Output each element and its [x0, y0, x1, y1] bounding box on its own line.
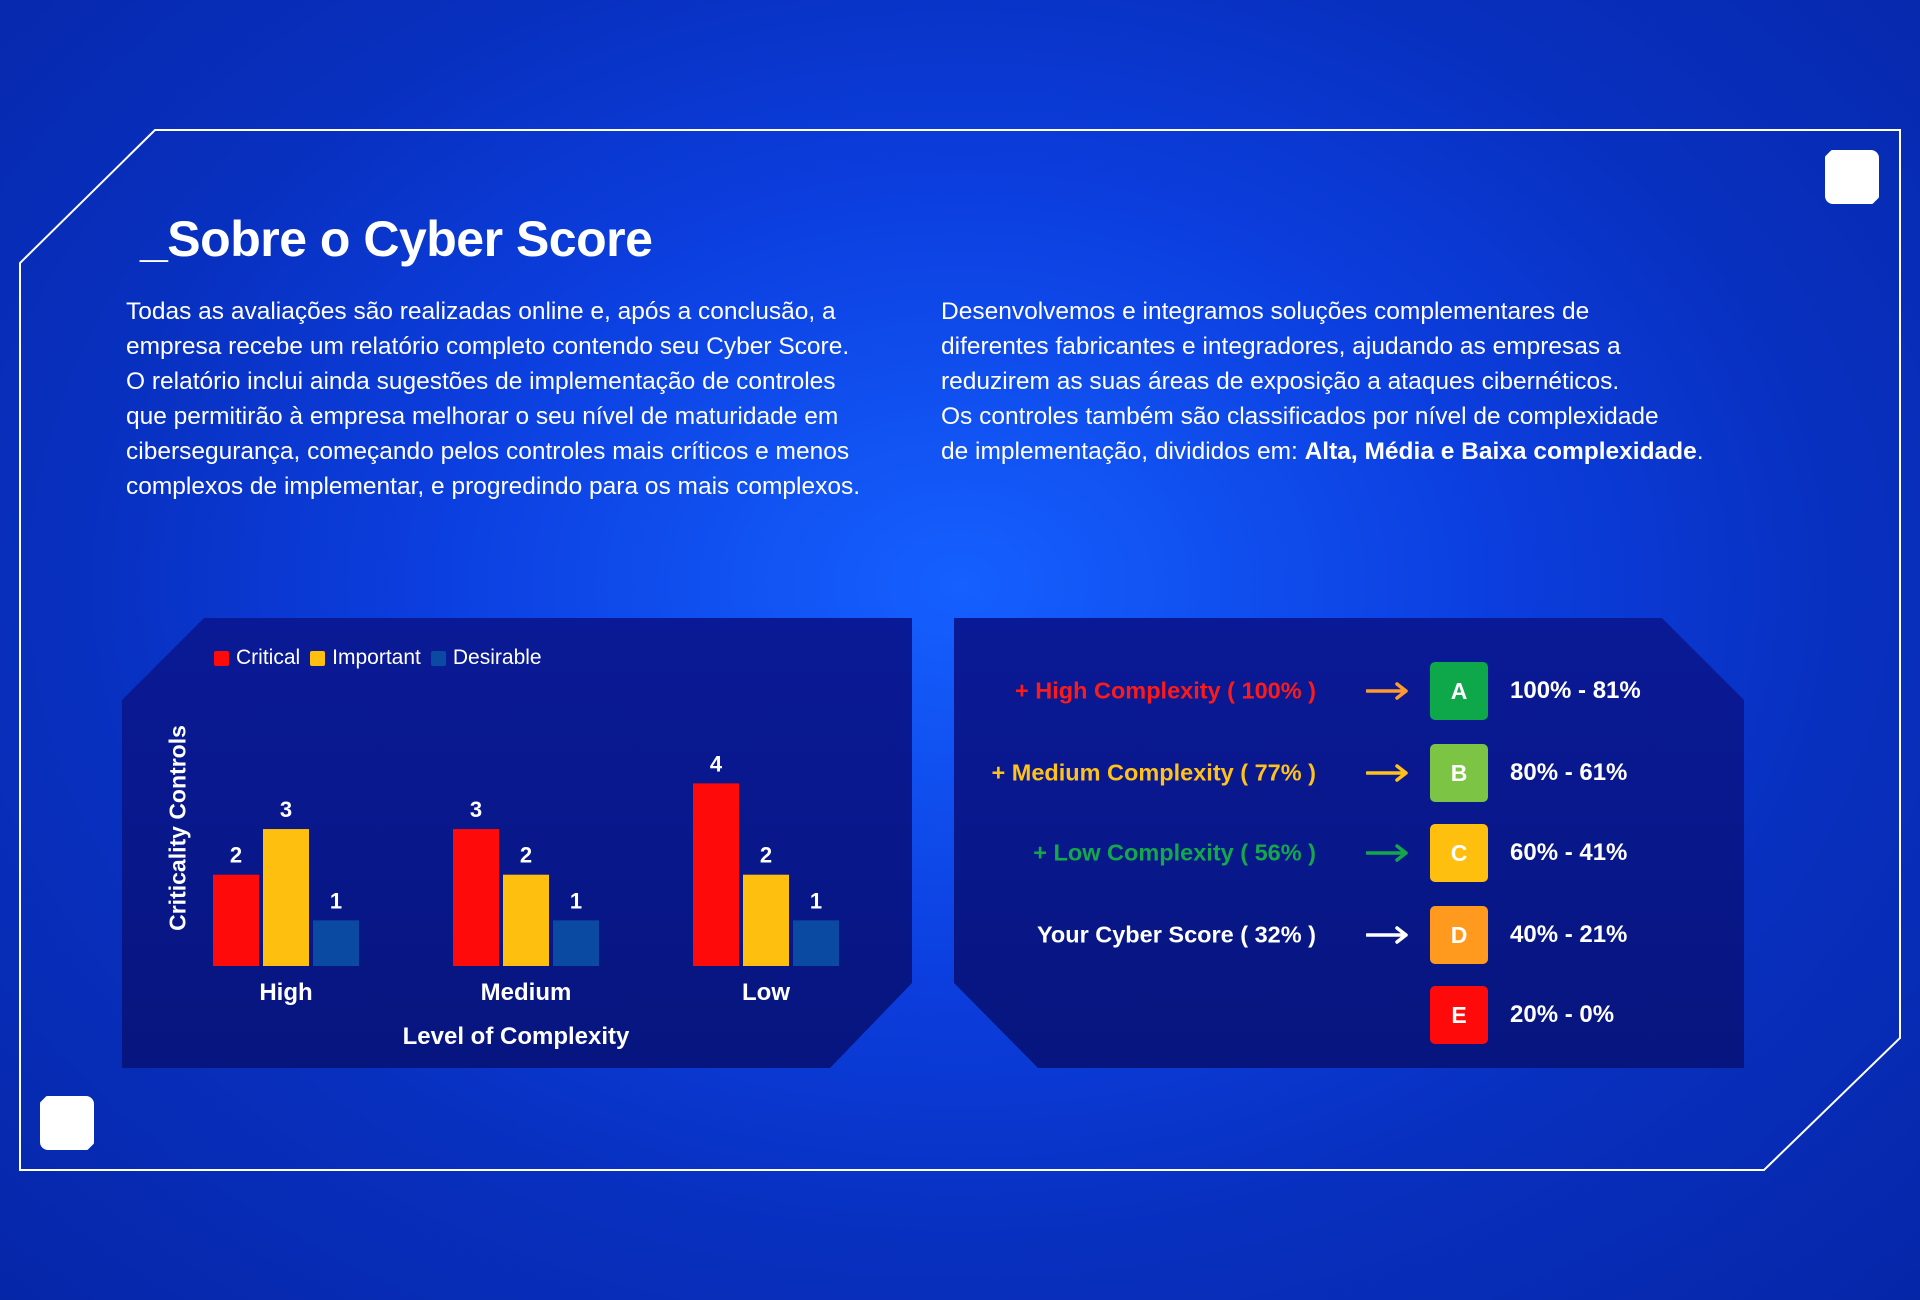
legend-label-desirable: Desirable	[452, 646, 542, 669]
text-line: reduzirem as suas áreas de exposição a a…	[941, 368, 1620, 395]
bar-chart: 2 3 1 High 3 2 1 Medium 4 2 1 Low	[213, 751, 839, 1006]
grade-range: 40% - 21%	[1510, 921, 1628, 948]
intro-paragraph-left: Todas as avaliações são realizadas onlin…	[126, 294, 860, 504]
score-row-e: E 20% - 0%	[954, 986, 1744, 1044]
data-label: 2	[760, 843, 772, 868]
data-label: 2	[520, 843, 532, 868]
intro-paragraph-right: Desenvolvemos e integramos soluções comp…	[941, 294, 1704, 469]
legend-label-important: Important	[332, 646, 421, 669]
arrow-right-icon	[1366, 844, 1408, 862]
text-line: Todas as avaliações são realizadas onlin…	[126, 298, 836, 325]
x-tick-label: Medium	[481, 979, 572, 1006]
grade-range: 60% - 41%	[1510, 839, 1628, 866]
grade-badge-a: A	[1430, 662, 1488, 720]
bar-critical-low	[693, 783, 739, 966]
bar-desirable-low	[793, 920, 839, 966]
bar-critical-medium	[453, 829, 499, 966]
arrow-right-icon	[1366, 926, 1408, 944]
emphasis-complexity-levels: Alta, Média e Baixa complexidade	[1304, 438, 1697, 465]
data-label: 1	[810, 888, 822, 913]
chart-legend: Critical Important Desirable	[214, 646, 542, 670]
text-line: cibersegurança, começando pelos controle…	[126, 438, 850, 465]
grade-range: 80% - 61%	[1510, 759, 1628, 786]
data-label: 4	[710, 751, 723, 776]
arrow-right-icon	[1366, 682, 1408, 700]
complexity-label: Your Cyber Score ( 32% )	[1036, 921, 1316, 948]
data-label: 1	[330, 888, 342, 913]
page-title: _Sobre o Cyber Score	[140, 211, 653, 267]
text-line: de implementação, divididos em: Alta, Mé…	[941, 434, 1704, 469]
text-line: Desenvolvemos e integramos soluções comp…	[941, 298, 1590, 325]
complexity-label: + Medium Complexity ( 77% )	[991, 759, 1316, 786]
text-segment: de implementação, divididos em:	[941, 438, 1305, 465]
data-label: 2	[230, 843, 242, 868]
legend-swatch-desirable	[430, 650, 446, 666]
text-line: que permitirão à empresa melhorar o seu …	[126, 403, 839, 430]
bar-desirable-medium	[553, 920, 599, 966]
grade-badge-d: D	[1430, 906, 1488, 964]
score-row-d: Your Cyber Score ( 32% ) D 40% - 21%	[954, 906, 1744, 964]
data-label: 3	[470, 797, 482, 822]
data-label: 1	[570, 888, 582, 913]
text-line: empresa recebe um relatório completo con…	[126, 333, 850, 360]
text-line: O relatório inclui ainda sugestões de im…	[126, 368, 836, 395]
bar-important-high	[263, 829, 309, 966]
text-line: Os controles também são classificados po…	[941, 403, 1659, 430]
score-row-a: + High Complexity ( 100% ) A 100% - 81%	[954, 662, 1744, 720]
complexity-label: + Low Complexity ( 56% )	[1033, 839, 1316, 866]
legend-swatch-important	[310, 650, 326, 666]
score-row-c: + Low Complexity ( 56% ) C 60% - 41%	[954, 824, 1744, 882]
bar-critical-high	[213, 874, 259, 966]
grade-badge-e: E	[1430, 986, 1488, 1044]
square-marker-icon	[1825, 150, 1879, 204]
data-label: 3	[280, 797, 292, 822]
bar-important-low	[743, 874, 789, 966]
x-axis-label: Level of Complexity	[402, 1023, 630, 1050]
x-tick-label: High	[259, 979, 312, 1006]
text-segment: .	[1696, 438, 1704, 465]
score-scale-panel: + High Complexity ( 100% ) A 100% - 81% + M…	[954, 618, 1744, 1068]
text-line: diferentes fabricantes e integradores, a…	[941, 333, 1621, 360]
arrow-right-icon	[1366, 764, 1408, 782]
text-line: complexos de implementar, e progredindo …	[126, 473, 861, 500]
legend-label-critical: Critical	[236, 646, 301, 669]
score-row-b: + Medium Complexity ( 77% ) B 80% - 61%	[954, 744, 1744, 802]
bar-important-medium	[503, 874, 549, 966]
legend-swatch-critical	[214, 650, 229, 666]
x-tick-label: Low	[742, 979, 790, 1006]
grade-badge-c: C	[1430, 824, 1488, 882]
square-marker-icon	[40, 1096, 94, 1150]
complexity-label: + High Complexity ( 100% )	[1014, 677, 1316, 704]
bar-desirable-high	[313, 920, 359, 966]
grade-range: 20% - 0%	[1510, 1001, 1615, 1028]
criticality-chart-panel: Critical Important Desirable Criticality…	[122, 618, 912, 1068]
grade-badge-b: B	[1430, 744, 1488, 802]
grade-range: 100% - 81%	[1510, 677, 1641, 704]
